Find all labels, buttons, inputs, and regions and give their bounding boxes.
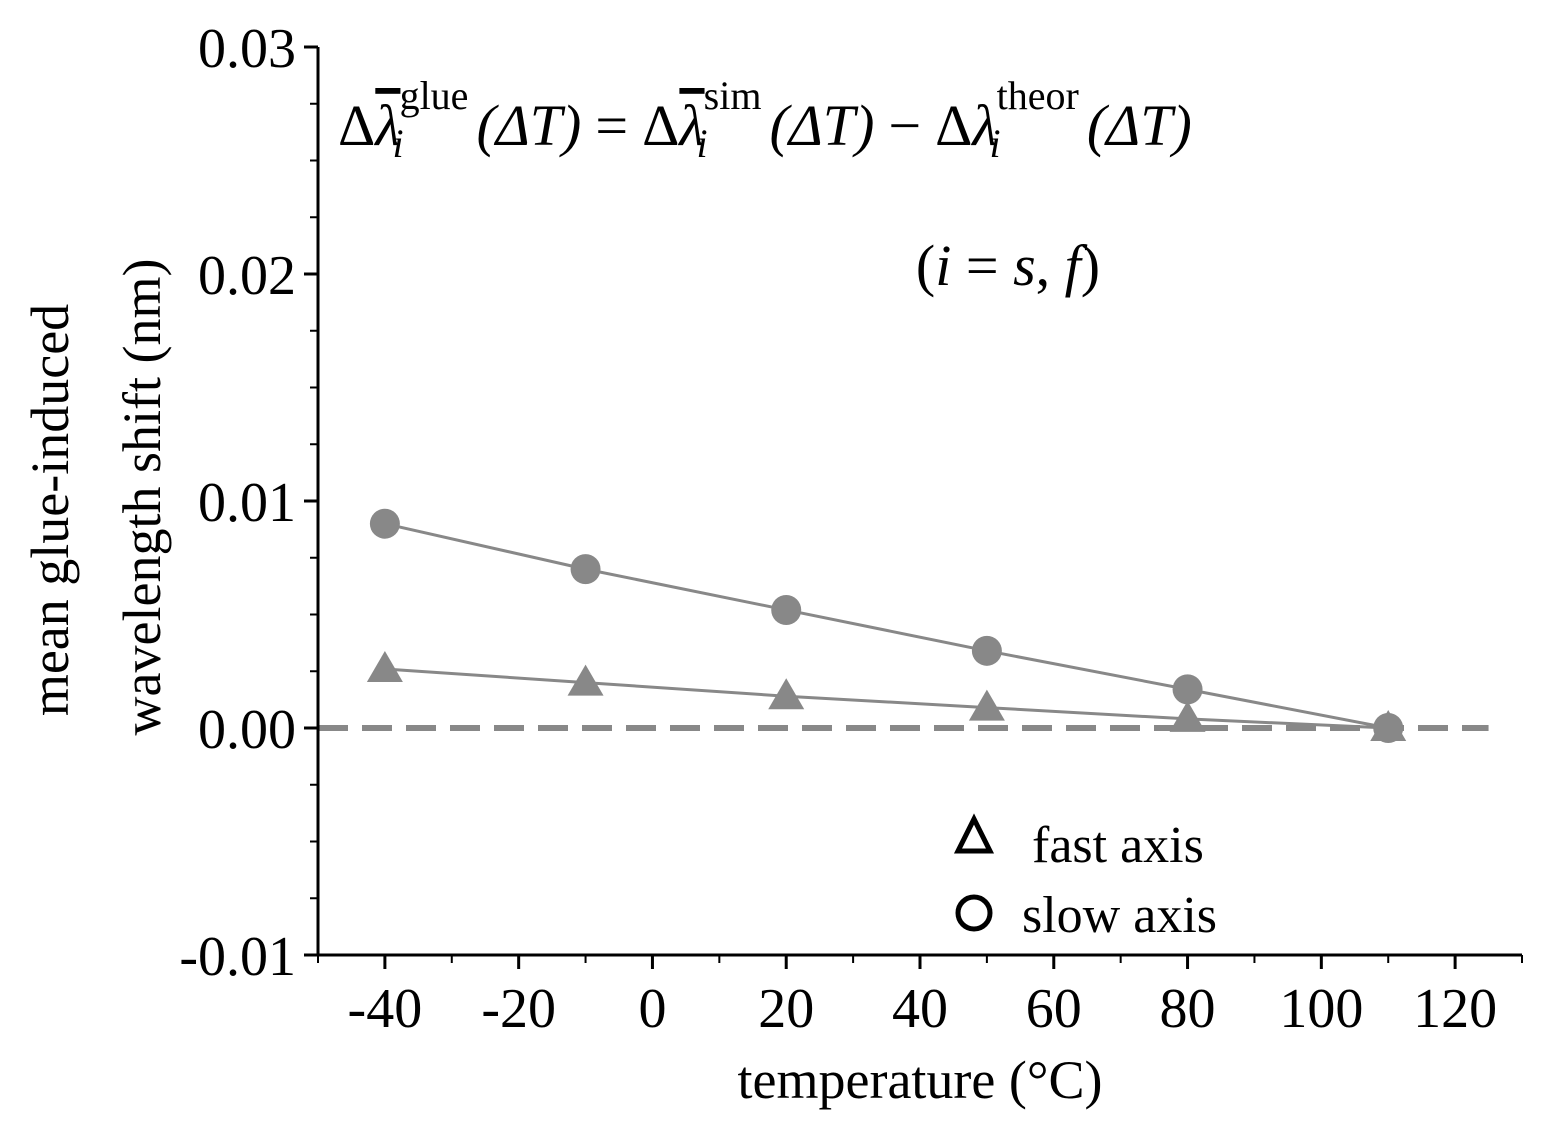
- x-tick-label: 80: [1160, 978, 1216, 1040]
- eq-lambda-3: λ: [970, 93, 997, 158]
- x-tick-label: 60: [1026, 978, 1082, 1040]
- y-tick-label: 0.00: [198, 699, 296, 761]
- eq-minus: −: [888, 93, 921, 158]
- condition-line: (i = s, f): [916, 233, 1100, 298]
- series-line-fast-axis: [384, 667, 1389, 730]
- data-point-slow-axis: [771, 594, 802, 625]
- y-tick-label: 0.02: [198, 245, 296, 307]
- x-axis-title: temperature (°C): [738, 1050, 1103, 1110]
- eq-arg-1: (ΔT): [476, 93, 581, 158]
- eq-equals: =: [595, 93, 628, 158]
- y-tick-label: 0.03: [198, 18, 296, 80]
- cond-close: ): [1081, 233, 1100, 298]
- equation-line: Δλiglue (ΔT) = Δλisim (ΔT) − Δλitheor (ΔT): [338, 73, 1192, 166]
- x-tick-label: -20: [481, 978, 556, 1040]
- eq-sup-glue: glue: [400, 73, 469, 118]
- eq-lambda-1: λ: [373, 93, 400, 158]
- data-point-fast-axis: [1169, 700, 1206, 732]
- equation-annotation: Δλiglue (ΔT) = Δλisim (ΔT) − Δλitheor (ΔT) (i =…: [338, 73, 1192, 298]
- cond-eq: =: [951, 233, 1013, 298]
- chart-axes: -40 -20 0 20 40 60 80 100 120 -0.01 0.00 0.01 0.02 0.…: [179, 18, 1523, 1040]
- data-point-fast-axis: [968, 689, 1005, 721]
- data-point-fast-axis: [366, 650, 403, 682]
- x-tick-label: 20: [758, 978, 814, 1040]
- data-point-slow-axis: [570, 554, 601, 585]
- cond-s: s: [1013, 233, 1036, 298]
- x-tick-label: 0: [638, 978, 666, 1040]
- eq-arg-3: (ΔT): [1087, 93, 1192, 158]
- data-point-fast-axis: [768, 678, 805, 710]
- eq-sub-i-2: i: [697, 121, 708, 166]
- y-tick-label: 0.01: [198, 472, 296, 534]
- data-point-slow-axis: [369, 508, 400, 539]
- cond-open: (: [916, 233, 935, 298]
- eq-sub-i-3: i: [990, 121, 1001, 166]
- chart-series: [366, 508, 1407, 743]
- eq-delta-1: Δ: [338, 93, 375, 158]
- cond-i: i: [935, 233, 951, 298]
- eq-sub-i-1: i: [392, 121, 403, 166]
- data-point-slow-axis: [1373, 713, 1404, 743]
- legend-fast-axis-marker: [953, 813, 995, 854]
- eq-lambda-2: λ: [677, 93, 704, 158]
- series-line-slow-axis: [384, 522, 1389, 730]
- eq-sup-sim: sim: [704, 73, 762, 118]
- eq-delta-2: Δ: [642, 93, 679, 158]
- legend: fast axis slow axis: [953, 813, 1217, 944]
- eq-delta-3: Δ: [935, 93, 972, 158]
- x-tick-label: 40: [892, 978, 948, 1040]
- eq-sup-theor: theor: [997, 73, 1079, 118]
- y-axis-title-line2: wavelength shift (nm): [112, 259, 172, 736]
- legend-slow-axis-label: slow axis: [1022, 887, 1217, 944]
- legend-slow-axis-marker: [955, 894, 993, 932]
- data-point-slow-axis: [1172, 674, 1203, 705]
- x-tick-label: 100: [1279, 978, 1363, 1040]
- x-tick-label: 120: [1413, 978, 1497, 1040]
- legend-fast-axis-label: fast axis: [1032, 817, 1204, 874]
- x-tick-label: -40: [348, 978, 423, 1040]
- cond-comma: ,: [1036, 233, 1065, 298]
- data-point-slow-axis: [971, 635, 1002, 666]
- y-tick-label: -0.01: [179, 926, 296, 988]
- eq-arg-2: (ΔT): [769, 93, 874, 158]
- data-point-fast-axis: [567, 664, 604, 696]
- y-axis-title-line1: mean glue-induced: [20, 304, 80, 716]
